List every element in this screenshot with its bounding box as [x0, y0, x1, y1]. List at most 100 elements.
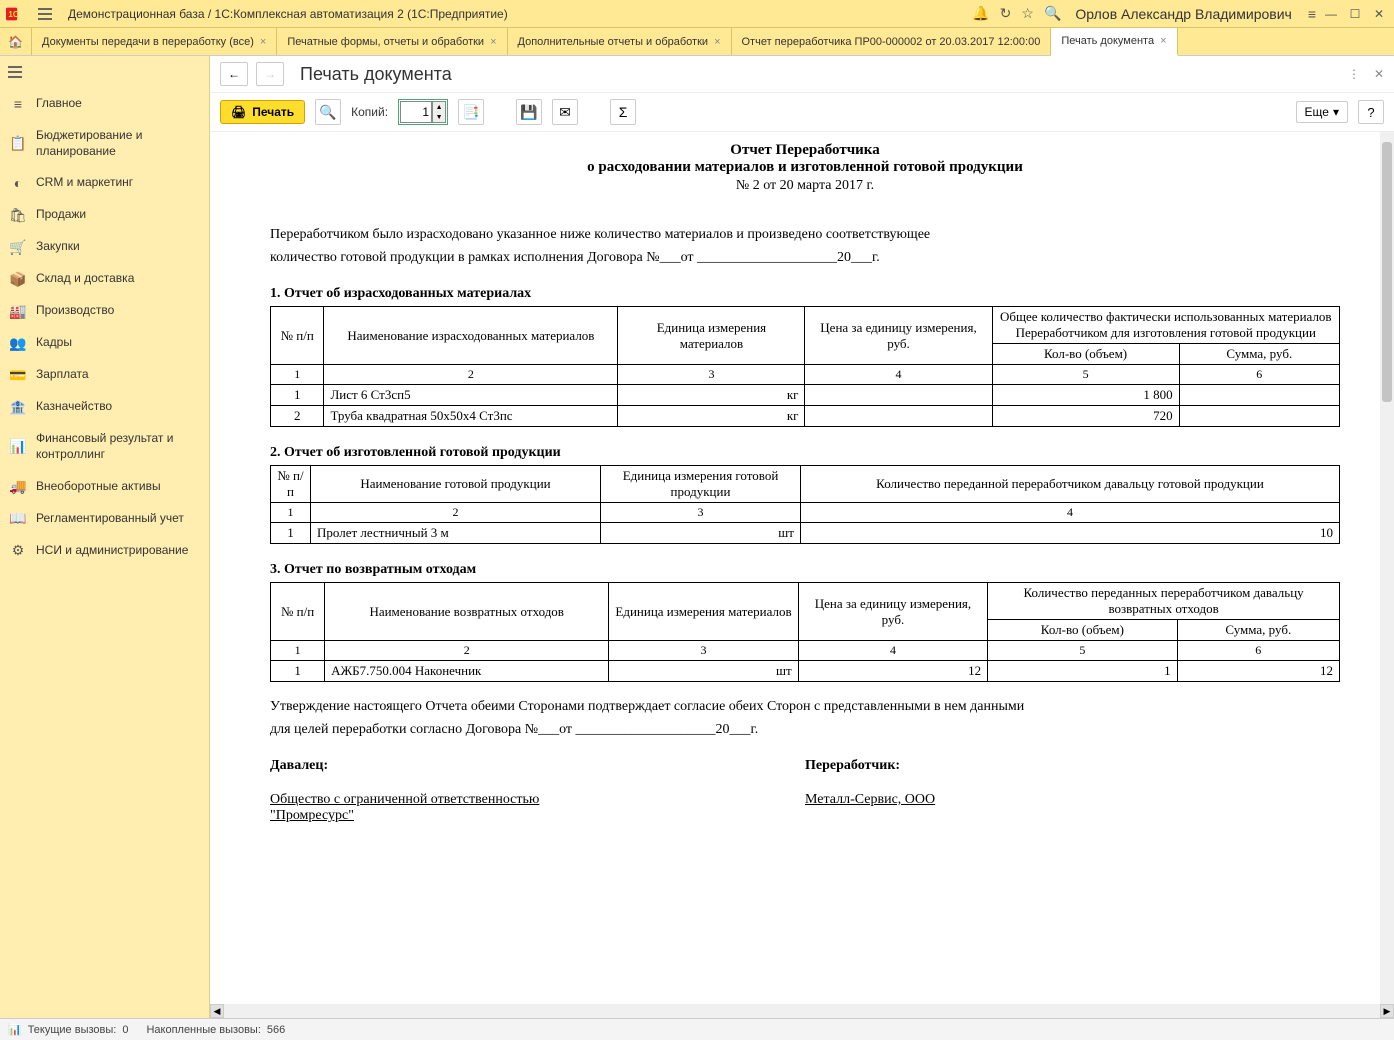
- sidebar-item[interactable]: ◐CRM и маркетинг: [0, 167, 209, 199]
- tab[interactable]: Печатные формы, отчеты и обработки×: [277, 28, 507, 55]
- sidebar-item-label: Закупки: [36, 239, 80, 255]
- history-icon[interactable]: ↻: [1000, 5, 1012, 22]
- print-button-label: Печать: [252, 105, 294, 119]
- main-menu-icon[interactable]: [38, 4, 58, 24]
- sig-right-name: Металл-Сервис, ООО: [805, 792, 1340, 808]
- save-button[interactable]: 💾: [516, 99, 542, 125]
- sidebar-item[interactable]: 👥Кадры: [0, 327, 209, 359]
- section-3-title: 3. Отчет по возвратным отходам: [270, 562, 1340, 578]
- help-button[interactable]: ?: [1358, 100, 1384, 124]
- table-materials: № п/п Наименование израсходованных матер…: [270, 306, 1340, 427]
- sidebar-menu-icon[interactable]: [8, 62, 28, 82]
- tab-close-icon[interactable]: ×: [714, 36, 720, 48]
- accum-value: 566: [267, 1024, 285, 1036]
- scroll-right-button[interactable]: ▶: [1380, 1004, 1394, 1018]
- app-logo: 1C: [4, 4, 32, 24]
- sidebar-item[interactable]: 🏭 Производство: [0, 295, 209, 327]
- bell-icon[interactable]: 🔔: [972, 5, 989, 22]
- section-1-title: 1. Отчет об израсходованных материалах: [270, 286, 1340, 302]
- close-button[interactable]: ✕: [1368, 5, 1390, 23]
- sidebar-item[interactable]: 📖Регламентированный учет: [0, 502, 209, 534]
- username-label: Орлов Александр Владимирович: [1075, 6, 1291, 22]
- calls-value: 0: [122, 1024, 128, 1036]
- sidebar-item-label: Регламентированный учет: [36, 511, 184, 527]
- statusbar: 📊 Текущие вызовы: 0 Накопленные вызовы: …: [0, 1018, 1394, 1040]
- sig-left-name-2: "Промресурс": [270, 808, 805, 824]
- sig-left-label: Давалец:: [270, 758, 805, 774]
- sidebar-item[interactable]: 🛒 Закупки: [0, 231, 209, 263]
- sidebar-item-icon: 🏦: [10, 399, 26, 415]
- copies-input[interactable]: [400, 101, 432, 123]
- page-close-icon[interactable]: ✕: [1374, 67, 1384, 81]
- copies-label: Копий:: [351, 105, 388, 119]
- printer-icon: 🖨: [231, 105, 246, 119]
- scroll-left-button[interactable]: ◀: [210, 1004, 224, 1018]
- document-area: Отчет Переработчика о расходовании матер…: [210, 132, 1394, 1004]
- nav-forward-button[interactable]: →: [256, 62, 284, 86]
- sidebar-item[interactable]: ≡Главное: [0, 88, 209, 120]
- sidebar-item-label: Бюджетирование и планирование: [36, 128, 199, 159]
- email-button[interactable]: ✉: [552, 99, 578, 125]
- sidebar-item[interactable]: 📋 Бюджетирование и планирование: [0, 120, 209, 167]
- doc-footer-2: для целей переработки согласно Договора …: [270, 719, 1340, 740]
- sidebar-item[interactable]: 📦 Склад и доставка: [0, 263, 209, 295]
- star-icon[interactable]: ☆: [1021, 5, 1034, 22]
- sidebar-item-icon: 🛍: [10, 207, 26, 223]
- tab[interactable]: Документы передачи в переработку (все)×: [32, 28, 277, 55]
- tabbar: 🏠 Документы передачи в переработку (все)…: [0, 28, 1394, 56]
- sidebar-item[interactable]: ⚙НСИ и администрирование: [0, 534, 209, 566]
- sum-button[interactable]: Σ: [610, 99, 636, 125]
- vertical-scrollbar[interactable]: [1380, 132, 1394, 1004]
- sidebar: ≡Главное 📋 Бюджетирование и планирование ◐C…: [0, 56, 210, 1018]
- sidebar-item-icon: ≡: [10, 96, 26, 112]
- calls-label: Текущие вызовы:: [28, 1024, 117, 1036]
- sidebar-item-label: CRM и маркетинг: [36, 175, 133, 191]
- page-title: Печать документа: [300, 64, 452, 85]
- minimize-button[interactable]: —: [1320, 5, 1342, 23]
- sidebar-item-label: Кадры: [36, 335, 72, 351]
- sidebar-item-label: Казначейство: [36, 399, 112, 415]
- doc-footer-1: Утверждение настоящего Отчета обеими Сто…: [270, 696, 1340, 717]
- tab-close-icon[interactable]: ×: [490, 36, 496, 48]
- sidebar-item-icon: 🏭: [10, 303, 26, 319]
- sidebar-item-label: Производство: [36, 303, 114, 319]
- scrollbar-thumb[interactable]: [1382, 142, 1392, 402]
- sidebar-item[interactable]: 🏦 Казначейство: [0, 391, 209, 423]
- home-tab[interactable]: 🏠: [0, 28, 32, 55]
- content-header: ← → Печать документа ⋮ ✕: [210, 56, 1394, 93]
- more-button[interactable]: Еще▾: [1296, 101, 1348, 123]
- doc-title: Отчет Переработчика: [270, 142, 1340, 159]
- sidebar-item-label: НСИ и администрирование: [36, 543, 188, 559]
- sidebar-item[interactable]: 🚚Внеоборотные активы: [0, 470, 209, 502]
- sidebar-item[interactable]: 🛍 Продажи: [0, 199, 209, 231]
- accum-label: Накопленные вызовы:: [146, 1024, 260, 1036]
- window-title: Демонстрационная база / 1С:Комплексная а…: [64, 7, 972, 21]
- horizontal-scrollbar[interactable]: ◀ ▶: [210, 1004, 1394, 1018]
- tab-close-icon[interactable]: ×: [260, 36, 266, 48]
- search-icon[interactable]: 🔍: [1044, 5, 1061, 22]
- tab-close-icon[interactable]: ×: [1160, 35, 1166, 47]
- sidebar-item-label: Продажи: [36, 207, 86, 223]
- sidebar-item-icon: 🛒: [10, 239, 26, 255]
- page-menu-icon[interactable]: ⋮: [1348, 67, 1360, 81]
- tab[interactable]: Отчет переработчика ПР00-000002 от 20.03…: [732, 28, 1052, 55]
- settings-lines-icon[interactable]: ≡: [1308, 6, 1316, 22]
- status-icon: 📊: [8, 1023, 22, 1036]
- copies-spinner[interactable]: ▲▼: [432, 101, 446, 123]
- titlebar-icons: 🔔 ↻ ☆ 🔍 Орлов Александр Владимирович ≡: [972, 5, 1316, 22]
- preview-button[interactable]: 🔍: [315, 99, 341, 125]
- sidebar-item[interactable]: 💳Зарплата: [0, 359, 209, 391]
- tab[interactable]: Дополнительные отчеты и обработки×: [508, 28, 732, 55]
- sidebar-item-icon: 📦: [10, 271, 26, 287]
- print-button[interactable]: 🖨 Печать: [220, 100, 305, 124]
- doc-subtitle: о расходовании материалов и изготовленно…: [270, 159, 1340, 176]
- template-button[interactable]: 📑: [458, 99, 484, 125]
- sidebar-item[interactable]: 📊Финансовый результат и контроллинг: [0, 423, 209, 470]
- signature-row: Давалец: Общество с ограниченной ответст…: [270, 758, 1340, 824]
- tab[interactable]: Печать документа×: [1051, 28, 1177, 56]
- nav-back-button[interactable]: ←: [220, 62, 248, 86]
- sidebar-item-label: Внеоборотные активы: [36, 479, 161, 495]
- sidebar-item-label: Склад и доставка: [36, 271, 134, 287]
- sidebar-item-icon: 📋: [10, 136, 26, 152]
- maximize-button[interactable]: ☐: [1344, 5, 1366, 23]
